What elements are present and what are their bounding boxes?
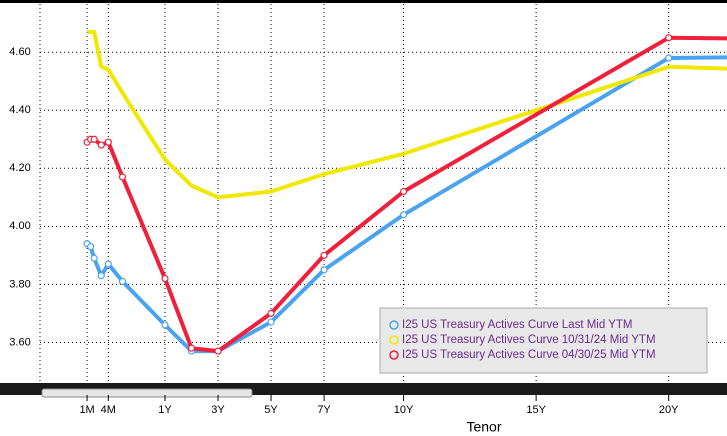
point-marker bbox=[267, 309, 275, 317]
x-tick-label: 5Y bbox=[264, 404, 278, 416]
legend-label: I25 US Treasury Actives Curve Last Mid Y… bbox=[402, 319, 633, 331]
y-tick-label: 3.60 bbox=[9, 336, 30, 348]
y-tick-label: 4.00 bbox=[9, 220, 30, 232]
x-axis-label: Tenor bbox=[466, 419, 501, 435]
scrollbar[interactable] bbox=[41, 388, 253, 398]
series-line bbox=[87, 29, 727, 200]
legend-marker bbox=[389, 350, 399, 360]
point-marker bbox=[161, 274, 169, 283]
point-marker bbox=[267, 318, 275, 326]
point-marker bbox=[118, 277, 127, 286]
x-tick-label: 15Y bbox=[526, 404, 546, 416]
point-marker bbox=[97, 272, 105, 280]
point-marker bbox=[665, 34, 673, 42]
point-marker bbox=[187, 344, 196, 352]
top-strip bbox=[0, 0, 727, 3]
y-tick-label: 3.80 bbox=[9, 278, 30, 290]
point-marker bbox=[118, 173, 127, 181]
legend-marker bbox=[389, 335, 399, 345]
x-tick-label: 4M bbox=[101, 404, 116, 416]
point-marker bbox=[320, 251, 328, 259]
point-marker bbox=[97, 141, 105, 149]
x-tick-label: 3Y bbox=[211, 404, 225, 416]
x-tick-label: 10Y bbox=[394, 404, 414, 416]
x-tick-label: 1Y bbox=[158, 404, 172, 416]
x-tick-label: 1M bbox=[79, 404, 94, 416]
point-marker bbox=[665, 54, 673, 62]
point-marker bbox=[104, 138, 112, 146]
point-marker bbox=[90, 254, 98, 262]
legend-label: I25 US Treasury Actives Curve 04/30/25 M… bbox=[402, 349, 656, 361]
point-marker bbox=[399, 211, 408, 219]
point-marker bbox=[104, 260, 112, 268]
point-marker bbox=[320, 266, 328, 274]
point-marker bbox=[399, 187, 408, 196]
point-marker bbox=[90, 135, 98, 143]
y-tick-label: 4.20 bbox=[9, 162, 30, 174]
point-marker bbox=[214, 347, 222, 355]
legend-box bbox=[379, 307, 708, 374]
x-tick-label: 20Y bbox=[659, 404, 679, 416]
y-tick-label: 4.60 bbox=[9, 46, 30, 58]
y-tick-label: 4.40 bbox=[9, 104, 30, 116]
point-marker bbox=[87, 243, 95, 251]
legend-marker bbox=[389, 320, 399, 330]
point-marker bbox=[161, 321, 169, 329]
x-tick-label: 7Y bbox=[317, 404, 331, 416]
legend-label: I25 US Treasury Actives Curve 10/31/24 M… bbox=[402, 334, 656, 346]
